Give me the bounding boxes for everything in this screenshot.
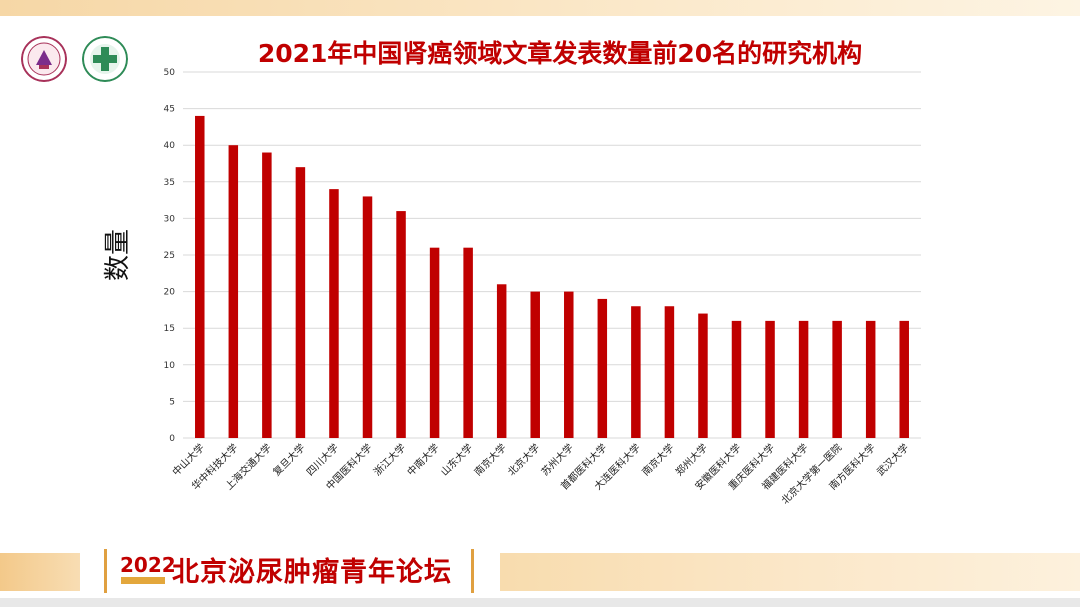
university-seal-icon	[21, 36, 67, 82]
chart-title: 2021年中国肾癌领域文章发表数量前20名的研究机构	[257, 39, 863, 68]
y-tick-label: 30	[164, 214, 176, 224]
x-tick-label: 南京大学	[639, 441, 676, 478]
y-tick-label: 50	[164, 68, 176, 78]
y-tick-label: 45	[164, 105, 175, 115]
x-tick-label: 浙江大学	[371, 441, 408, 478]
bar	[731, 320, 742, 438]
x-tick-label: 北京大学第一医院	[778, 441, 844, 507]
y-axis-label: 数量	[103, 229, 133, 281]
footer-decor-left	[0, 553, 80, 591]
forum-bracket	[104, 549, 474, 593]
forum-year: 2022	[120, 553, 176, 577]
bar	[463, 247, 473, 438]
x-tick-label: 北京大学	[505, 441, 542, 478]
bar	[899, 320, 909, 438]
y-tick-label: 35	[164, 178, 175, 188]
bar	[597, 298, 608, 438]
bar	[262, 152, 272, 438]
x-tick-label: 复旦大学	[270, 441, 307, 478]
bar	[195, 115, 205, 439]
x-tick-label: 南京大学	[471, 441, 508, 478]
forum-name: 北京泌尿肿瘤青年论坛	[172, 557, 452, 588]
x-tick-label: 中南大学	[404, 441, 441, 478]
bar	[530, 291, 540, 438]
top-decor-band	[0, 0, 1080, 16]
y-tick-label: 0	[169, 434, 175, 444]
y-tick-label: 5	[169, 397, 175, 407]
bar	[631, 306, 641, 438]
hospital-logo-icon	[82, 36, 128, 82]
footer-decor-right	[500, 553, 1080, 591]
y-tick-label: 40	[164, 141, 176, 151]
forum-year-ribbon	[121, 577, 165, 584]
bar	[228, 145, 239, 438]
bar	[295, 167, 306, 438]
bar	[698, 313, 708, 438]
y-tick-label: 15	[164, 324, 175, 334]
bar	[564, 291, 574, 438]
bar	[429, 247, 440, 438]
bottom-strip	[0, 598, 1080, 607]
x-tick-label: 山东大学	[438, 441, 475, 478]
y-tick-label: 25	[164, 251, 175, 261]
y-tick-label: 10	[164, 361, 176, 371]
y-tick-label: 20	[164, 288, 176, 298]
bar	[329, 189, 339, 438]
bar	[798, 320, 809, 438]
bar	[496, 284, 507, 438]
bar	[765, 320, 775, 438]
bar	[865, 320, 876, 438]
bar	[832, 320, 842, 438]
bar	[664, 306, 675, 438]
bar	[362, 196, 373, 438]
x-tick-label: 武汉大学	[874, 441, 911, 478]
bar	[396, 211, 406, 438]
